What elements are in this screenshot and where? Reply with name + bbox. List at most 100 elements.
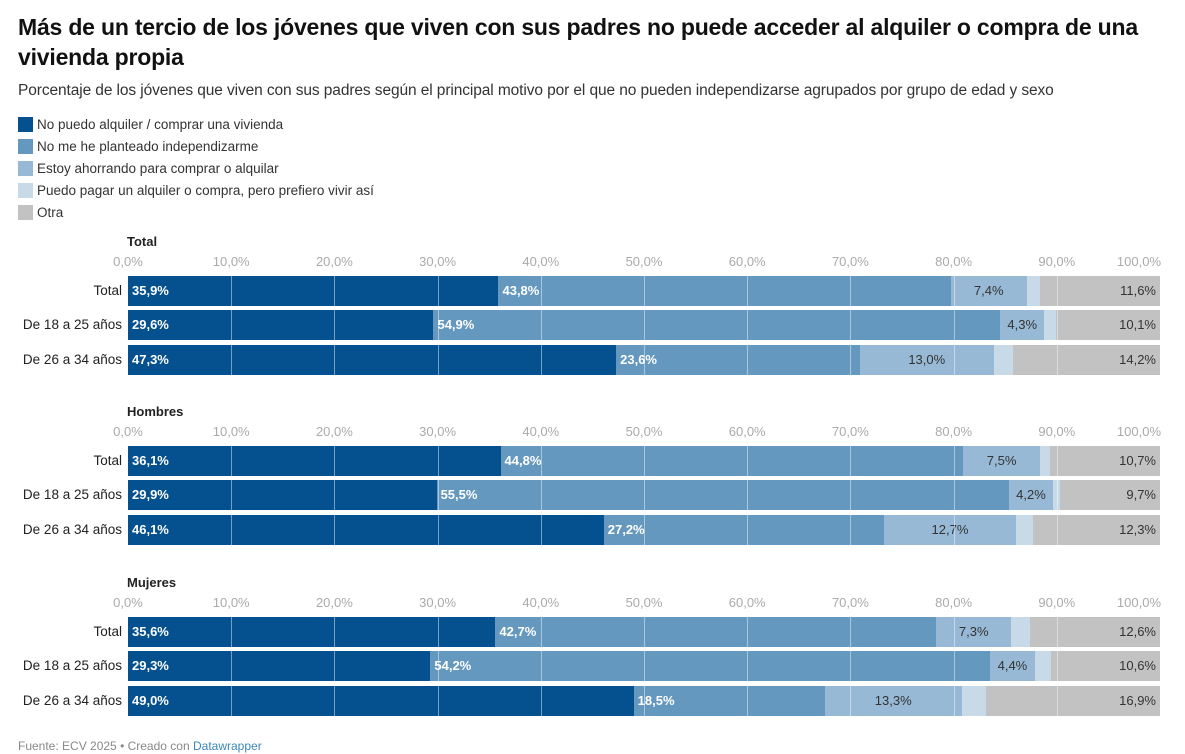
data-label: 13,0% bbox=[908, 352, 946, 367]
x-tick-label: 30,0% bbox=[419, 424, 457, 439]
legend-swatch bbox=[18, 116, 33, 132]
legend-item: No puedo alquiler / comprar una vivienda bbox=[18, 113, 374, 135]
bar-segment bbox=[128, 345, 617, 375]
bar-segment bbox=[1015, 515, 1034, 545]
bar-segment bbox=[1055, 310, 1160, 340]
legend-swatch bbox=[18, 204, 33, 220]
bar-segment bbox=[616, 345, 860, 375]
bar-segment bbox=[128, 276, 499, 306]
legend-swatch bbox=[18, 182, 33, 198]
x-tick-label: 100,0% bbox=[1116, 595, 1161, 610]
x-tick-label: 70,0% bbox=[831, 254, 869, 269]
bar-segment bbox=[430, 651, 990, 681]
bar-segment bbox=[1035, 651, 1051, 681]
data-label: 18,5% bbox=[637, 693, 675, 708]
bar-segment bbox=[1011, 617, 1030, 647]
bar-segment bbox=[1013, 345, 1160, 375]
x-tick-label: 90,0% bbox=[1038, 254, 1076, 269]
data-label: 4,4% bbox=[997, 658, 1028, 673]
x-tick-label: 40,0% bbox=[522, 254, 560, 269]
data-label: 36,1% bbox=[132, 453, 169, 468]
legend: No puedo alquiler / comprar una vivienda… bbox=[18, 113, 374, 223]
data-label: 54,2% bbox=[434, 658, 472, 673]
legend-item: Puedo pagar un alquiler o compra, pero p… bbox=[18, 179, 374, 201]
x-tick-label: 80,0% bbox=[935, 254, 973, 269]
bar-segment bbox=[1040, 276, 1160, 306]
x-tick-label: 50,0% bbox=[625, 595, 663, 610]
gridline bbox=[850, 276, 852, 375]
x-tick-label: 60,0% bbox=[728, 254, 766, 269]
x-tick-label: 40,0% bbox=[522, 595, 560, 610]
data-label: 42,7% bbox=[499, 624, 537, 639]
bar-segment bbox=[993, 345, 1014, 375]
data-label: 49,0% bbox=[132, 693, 169, 708]
gridline bbox=[334, 446, 336, 545]
x-tick-label: 20,0% bbox=[315, 424, 353, 439]
gridline bbox=[953, 276, 955, 375]
row-label: Total bbox=[93, 283, 122, 298]
x-tick-label: 70,0% bbox=[831, 424, 869, 439]
gridline bbox=[1056, 276, 1058, 375]
gridline bbox=[953, 446, 955, 545]
bar-segment bbox=[1050, 651, 1160, 681]
gridline bbox=[540, 276, 542, 375]
bar-segment bbox=[1009, 480, 1053, 510]
data-label: 55,5% bbox=[440, 487, 478, 502]
legend-swatch bbox=[18, 138, 33, 154]
gridline bbox=[747, 617, 749, 716]
bar-segment bbox=[1059, 480, 1160, 510]
panel-title: Mujeres bbox=[127, 575, 177, 590]
x-tick-label: 30,0% bbox=[419, 595, 457, 610]
data-label: 23,6% bbox=[620, 352, 657, 367]
gridline bbox=[437, 446, 439, 545]
x-tick-label: 30,0% bbox=[419, 254, 457, 269]
x-tick-label: 100,0% bbox=[1116, 254, 1161, 269]
data-label: 10,1% bbox=[1119, 317, 1156, 332]
bar-segment bbox=[936, 617, 1012, 647]
x-tick-label: 70,0% bbox=[831, 595, 869, 610]
data-label: 11,6% bbox=[1120, 283, 1156, 298]
data-label: 4,3% bbox=[1007, 317, 1038, 332]
x-tick-label: 0,0% bbox=[113, 424, 143, 439]
gridline bbox=[540, 617, 542, 716]
bar-segment bbox=[1040, 446, 1050, 476]
x-tick-label: 100,0% bbox=[1116, 424, 1161, 439]
bar-segment bbox=[824, 686, 962, 716]
x-tick-label: 80,0% bbox=[935, 424, 973, 439]
bar-segment bbox=[1049, 446, 1160, 476]
gridline bbox=[334, 276, 336, 375]
row-label: De 26 a 34 años bbox=[22, 352, 122, 367]
row-label: De 18 a 25 años bbox=[22, 487, 122, 502]
data-label: 44,8% bbox=[504, 453, 542, 468]
bar-segment bbox=[859, 345, 994, 375]
bar-segment bbox=[1044, 310, 1056, 340]
row-label: De 26 a 34 años bbox=[22, 693, 122, 708]
gridline bbox=[747, 276, 749, 375]
legend-label: Estoy ahorrando para comprar o alquilar bbox=[37, 160, 279, 176]
gridline bbox=[334, 617, 336, 716]
bar-segment bbox=[989, 651, 1036, 681]
data-label: 7,4% bbox=[973, 283, 1004, 298]
x-tick-label: 20,0% bbox=[315, 595, 353, 610]
data-label: 29,6% bbox=[132, 317, 169, 332]
data-label: 7,5% bbox=[986, 453, 1017, 468]
bar-segment bbox=[128, 480, 437, 510]
legend-item: No me he planteado independizarme bbox=[18, 135, 374, 157]
x-tick-label: 60,0% bbox=[728, 595, 766, 610]
data-label: 9,7% bbox=[1126, 487, 1156, 502]
gridline bbox=[231, 617, 233, 716]
x-tick-label: 90,0% bbox=[1038, 424, 1076, 439]
x-tick-label: 0,0% bbox=[113, 254, 143, 269]
bar-segment bbox=[498, 276, 951, 306]
data-label: 10,7% bbox=[1119, 453, 1156, 468]
gridline bbox=[540, 446, 542, 545]
row-label: De 26 a 34 años bbox=[22, 522, 122, 537]
legend-item: Estoy ahorrando para comprar o alquilar bbox=[18, 157, 374, 179]
gridline bbox=[953, 617, 955, 716]
datawrapper-link[interactable]: Datawrapper bbox=[192, 739, 262, 753]
gridline bbox=[437, 617, 439, 716]
x-tick-label: 40,0% bbox=[522, 424, 560, 439]
data-label: 35,9% bbox=[132, 283, 169, 298]
gridline bbox=[1056, 617, 1058, 716]
row-label: De 18 a 25 años bbox=[22, 658, 122, 673]
